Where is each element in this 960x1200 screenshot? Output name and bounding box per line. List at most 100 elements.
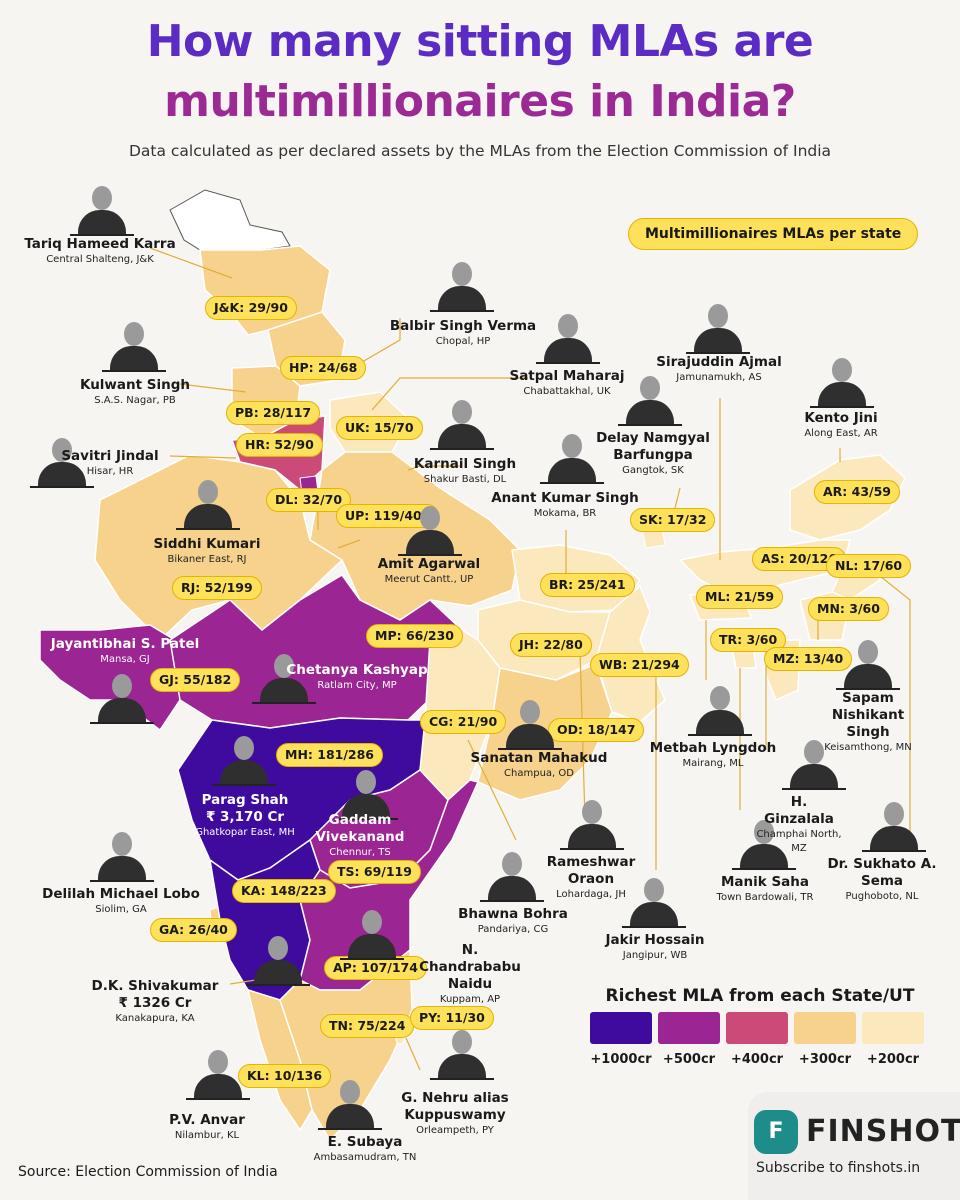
mla-name: Sanatan Mahakud	[470, 750, 608, 766]
mla-seat: Chennur, TS	[329, 847, 391, 858]
mla-seat: Chabattakhal, UK	[523, 386, 611, 397]
mla-card-sapam: Sapam Nishikant Singh Keisamthong, MN	[818, 690, 918, 755]
mla-name: Dr. Sukhato A. Sema	[827, 856, 937, 889]
photo-chetanya	[252, 648, 316, 704]
state-label-mh: MH: 181/286	[276, 743, 384, 767]
photo-shivakumar	[246, 930, 310, 986]
mla-name: Jakir Hossain	[605, 932, 705, 948]
state-label-kl: KL: 10/136	[238, 1064, 332, 1088]
mla-card-balbir: Balbir Singh Verma Chopal, HP	[378, 318, 548, 349]
mla-seat: Ambasamudram, TN	[313, 1152, 417, 1163]
mla-card-sukhato: Dr. Sukhato A. Sema Pughoboto, NL	[812, 856, 952, 904]
mla-card-metbah: Metbah Lyngdoh Mairang, ML	[628, 740, 798, 771]
photo-sapam	[836, 634, 900, 690]
mla-name: Siddhi Kumari	[153, 536, 261, 552]
state-label-dl: DL: 32/70	[266, 488, 352, 512]
mla-seat: Lohardaga, JH	[556, 889, 626, 900]
photo-jayanti	[90, 668, 154, 724]
mla-name: D.K. Shivakumar	[91, 978, 219, 994]
photo-nehru	[430, 1024, 494, 1080]
photo-manik	[732, 814, 796, 870]
mla-card-subaya: E. Subaya Ambasamudram, TN	[280, 1134, 450, 1165]
mla-card-savitri: Savitri Jindal Hisar, HR	[30, 448, 190, 479]
mla-name: E. Subaya	[327, 1134, 403, 1150]
legend-label-300: +300cr	[798, 1052, 852, 1067]
legend-label-1000: +1000cr	[590, 1052, 652, 1067]
legend-swatch-1000	[590, 1012, 652, 1044]
mla-card-sanatan: Sanatan Mahakud Champua, OD	[454, 750, 624, 781]
mla-seat: Jamunamukh, AS	[676, 372, 762, 383]
mla-seat: S.A.S. Nagar, PB	[94, 395, 176, 406]
mla-name: Tariq Hameed Karra	[24, 236, 176, 252]
mla-card-karnail: Karnail Singh Shakur Basti, DL	[380, 456, 550, 487]
state-label-mp: MP: 66/230	[366, 624, 464, 648]
photo-sukhato	[862, 796, 926, 852]
photo-rameshwar	[560, 794, 624, 850]
legend-title: Richest MLA from each State/UT	[605, 986, 915, 1006]
mla-name: Bhawna Bohra	[458, 906, 568, 922]
region-pok	[169, 189, 291, 257]
mla-name: Delilah Michael Lobo	[42, 886, 200, 902]
mla-card-bhawna: Bhawna Bohra Pandariya, CG	[428, 906, 598, 937]
state-label-ka: KA: 148/223	[232, 879, 336, 903]
mla-name: Chetanya Kashyap	[286, 662, 428, 678]
mla-seat: Ghatkopar East, MH	[195, 827, 295, 838]
mla-seat: Nilambur, KL	[174, 1130, 240, 1141]
mla-card-anvar: P.V. Anvar Nilambur, KL	[122, 1112, 292, 1143]
mla-seat: Keisamthong, MN	[824, 742, 912, 753]
mla-card-kulwant: Kulwant Singh S.A.S. Nagar, PB	[50, 377, 220, 408]
mla-seat: Central Shalteng, J&K	[46, 254, 154, 265]
mla-card-satpal: Satpal Maharaj Chabattakhal, UK	[482, 368, 652, 399]
subscribe-link[interactable]: Subscribe to finshots.in	[756, 1160, 921, 1176]
mla-card-nehru: G. Nehru alias Kuppuswamy Orleampeth, PY	[400, 1090, 510, 1138]
region-gj	[39, 624, 181, 732]
state-label-od: OD: 18/147	[548, 718, 645, 742]
mla-card-shivakumar: D.K. Shivakumar ₹ 1326 Cr Kanakapura, KA	[70, 978, 240, 1026]
mla-name: Delay Namgyal Barfungpa	[596, 430, 710, 463]
state-label-ts: TS: 69/119	[328, 860, 421, 884]
mla-card-jakir: Jakir Hossain Jangipur, WB	[570, 932, 740, 963]
legend-label-400: +400cr	[730, 1052, 784, 1067]
mla-card-gaddam: Gaddam Vivekanand Chennur, TS	[300, 812, 420, 860]
state-label-mn: MN: 3/60	[808, 597, 889, 621]
mla-seat: Chopal, HP	[435, 336, 491, 347]
state-label-sk: SK: 17/32	[630, 508, 716, 532]
photo-savitri	[30, 432, 94, 488]
mla-seat: Meerut Cantt., UP	[384, 574, 474, 585]
mla-seat: Hisar, HR	[86, 466, 134, 477]
mla-seat: Pandariya, CG	[477, 924, 549, 935]
mla-card-ginzalala: H. Ginzalala Champhai North, MZ	[756, 794, 842, 856]
mla-seat: Jangipur, WB	[622, 950, 688, 961]
legend-swatch-500	[658, 1012, 720, 1044]
mla-card-chetanya: Chetanya Kashyap Ratlam City, MP	[272, 662, 442, 693]
photo-anvar	[186, 1044, 250, 1100]
mla-card-tariq: Tariq Hameed Karra Central Shalteng, J&K	[15, 236, 185, 267]
title-line-1: How many sitting MLAs are	[146, 16, 814, 67]
state-label-nl: NL: 17/60	[826, 554, 912, 578]
photo-gaddam	[334, 764, 398, 820]
mla-name: G. Nehru alias Kuppuswamy	[401, 1090, 509, 1123]
photo-sirajuddin	[686, 298, 750, 354]
photo-parag	[212, 730, 276, 786]
mla-card-chandrababu: N. Chandrababu Naidu Kuppam, AP	[410, 942, 530, 1007]
mla-name: Sapam Nishikant Singh	[831, 690, 905, 740]
mla-card-amit: Amit Agarwal Meerut Cantt., UP	[344, 556, 514, 587]
mla-card-manik: Manik Saha Town Bardowali, TR	[680, 874, 850, 905]
mla-seat: Mairang, ML	[682, 758, 744, 769]
mla-card-siddhi: Siddhi Kumari Bikaner East, RJ	[122, 536, 292, 567]
photo-jakir	[622, 872, 686, 928]
mla-seat: Kanakapura, KA	[115, 1013, 195, 1024]
mla-seat: Town Bardowali, TR	[716, 892, 814, 903]
mla-name: Amit Agarwal	[377, 556, 481, 572]
photo-karnail	[430, 394, 494, 450]
photo-subaya	[318, 1074, 382, 1130]
mla-seat: Mokama, BR	[533, 508, 597, 519]
state-label-mz: MZ: 13/40	[764, 647, 853, 671]
mla-seat: Mansa, GJ	[100, 654, 150, 665]
finshots-logo-icon: F	[754, 1110, 798, 1154]
state-label-ga: GA: 26/40	[150, 918, 237, 942]
mla-seat: Kuppam, AP	[439, 994, 501, 1005]
mla-seat: Siolim, GA	[95, 904, 147, 915]
mla-card-delilah: Delilah Michael Lobo Siolim, GA	[36, 886, 206, 917]
